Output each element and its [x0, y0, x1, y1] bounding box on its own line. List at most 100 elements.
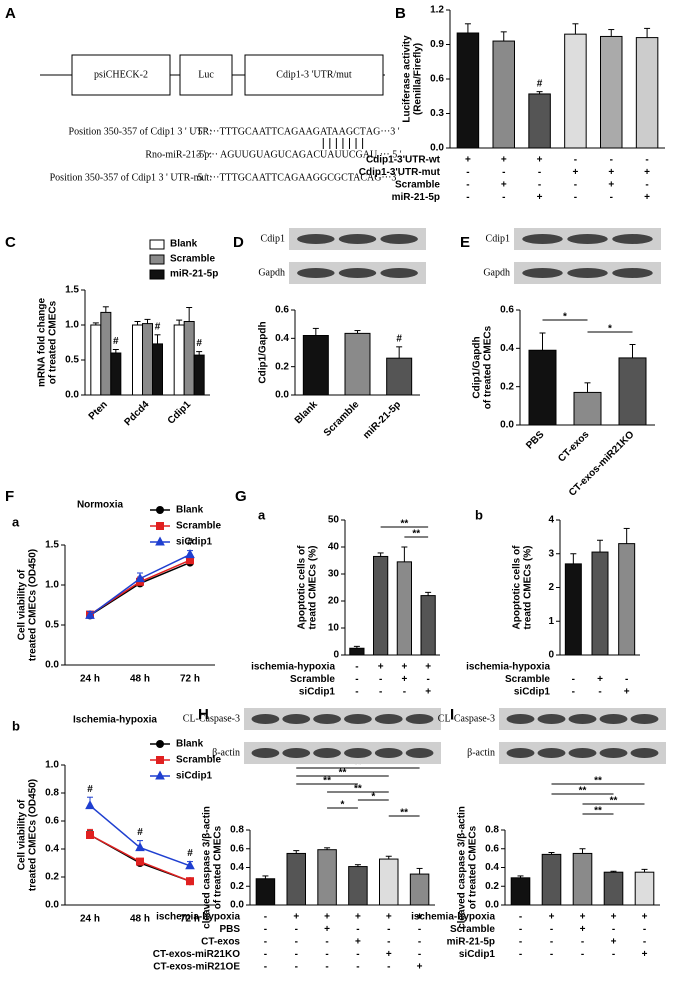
point	[135, 842, 145, 852]
sequence: AG···3 '	[367, 172, 401, 183]
condition-sign: -	[645, 180, 648, 191]
bar	[183, 321, 195, 396]
condition-sign: +	[580, 912, 586, 923]
condition-sign: +	[549, 912, 555, 923]
bar	[591, 551, 609, 656]
y-axis-label: treated CMECs (OD450)	[28, 549, 39, 661]
y-tick-label: 0	[333, 650, 339, 661]
bar	[528, 93, 551, 149]
significance-label: *	[608, 324, 612, 335]
y-axis-label: Apoptotic cells of	[512, 545, 523, 630]
blot-label: Cdip1	[486, 233, 510, 244]
blot-band	[374, 714, 403, 724]
construct-box	[179, 54, 233, 96]
blot-band	[297, 268, 335, 278]
condition-sign: -	[295, 962, 298, 973]
sequence: U ··· 5 '	[370, 149, 402, 160]
condition-sign: -	[519, 924, 522, 935]
bar	[492, 40, 515, 149]
annotation: #	[187, 537, 193, 548]
blot-band	[506, 748, 535, 758]
blot-band	[297, 234, 335, 244]
bar	[600, 35, 623, 149]
condition-sign: +	[644, 192, 650, 203]
blot-band	[374, 748, 403, 758]
y-axis-label: of treated CMECs	[468, 825, 479, 909]
condition-sign: -	[379, 687, 382, 698]
y-tick-label: 1.0	[45, 760, 59, 771]
y-tick-label: 0.0	[275, 390, 289, 401]
condition-sign: -	[612, 949, 615, 960]
condition-sign: -	[295, 937, 298, 948]
sequence-label: Rno-miR-21-5p:	[145, 149, 212, 160]
point	[135, 573, 145, 583]
annotation: #	[196, 338, 202, 349]
blot-band	[282, 714, 311, 724]
condition-sign: -	[418, 949, 421, 960]
condition-sign: -	[466, 180, 469, 191]
y-axis-label: Luciferase activity	[402, 35, 413, 123]
condition-sign: -	[295, 924, 298, 935]
blot-label: β-actin	[467, 747, 495, 758]
construct-label: Cdip1-3 'UTR/mut	[276, 69, 352, 80]
y-tick-label: 1.0	[65, 320, 79, 331]
blot-band	[405, 714, 434, 724]
x-tick-label: 72 h	[180, 914, 200, 925]
bar	[193, 354, 205, 396]
y-axis-label: Apoptotic cells of	[297, 545, 308, 630]
y-tick-label: 0.0	[430, 143, 444, 154]
sequence-label: Position 350-357 of Cdip1 3 ' UTR-mut:	[50, 172, 212, 183]
significance-label: **	[354, 784, 362, 795]
bar	[409, 873, 430, 906]
y-tick-label: 1.0	[45, 580, 59, 591]
y-axis-label: (Renilla/Firefly)	[413, 43, 424, 115]
condition-sign: -	[355, 674, 358, 685]
condition-sign: +	[642, 949, 648, 960]
bar	[286, 852, 306, 906]
condition-sign: +	[417, 912, 423, 923]
annotation: #	[396, 333, 402, 344]
condition-sign: -	[418, 924, 421, 935]
bar	[110, 352, 122, 396]
y-tick-label: 0.4	[500, 343, 514, 354]
sequence: 3 ' ··· AGUUGUAGUCAGAC	[196, 149, 320, 160]
construct-box	[71, 54, 171, 96]
y-axis-label: treatd CMECs (%)	[523, 546, 534, 630]
y-tick-label: 0.2	[485, 881, 499, 892]
condition-sign: +	[572, 167, 578, 178]
condition-sign: +	[644, 167, 650, 178]
condition-label: siCdip1	[459, 949, 496, 960]
significance-label: **	[594, 776, 602, 787]
legend-label: siCdip1	[176, 537, 213, 548]
condition-sign: +	[401, 662, 407, 673]
bar	[348, 866, 368, 906]
legend-marker	[156, 756, 164, 764]
y-tick-label: 0.6	[230, 843, 244, 854]
annotation: #	[187, 848, 193, 859]
legend-swatch	[149, 239, 165, 250]
sequence-site: UAUUCGA	[320, 149, 371, 160]
annotation: #	[87, 784, 93, 795]
condition-label: ischemia-hypoxia	[156, 912, 240, 923]
blot-band	[251, 714, 280, 724]
significance-label: **	[339, 768, 347, 779]
condition-sign: -	[550, 949, 553, 960]
condition-sign: -	[643, 937, 646, 948]
blot-band	[405, 748, 434, 758]
blot-label: CL-Caspase-3	[183, 713, 240, 724]
bar	[386, 357, 413, 396]
bar	[142, 323, 153, 396]
significance-label: **	[610, 796, 618, 807]
bar	[456, 32, 480, 149]
blot-band	[338, 234, 377, 244]
y-axis-label: Cdip1/Gapdh	[258, 321, 269, 383]
condition-sign: -	[645, 155, 648, 166]
condition-sign: -	[574, 155, 577, 166]
blot-band	[380, 234, 418, 244]
legend-label: Scramble	[176, 521, 221, 532]
y-tick-label: 4	[548, 515, 554, 526]
y-axis-label: mRNA fold change	[37, 298, 48, 388]
blot-label: Gapdh	[483, 267, 510, 278]
condition-sign: -	[387, 962, 390, 973]
